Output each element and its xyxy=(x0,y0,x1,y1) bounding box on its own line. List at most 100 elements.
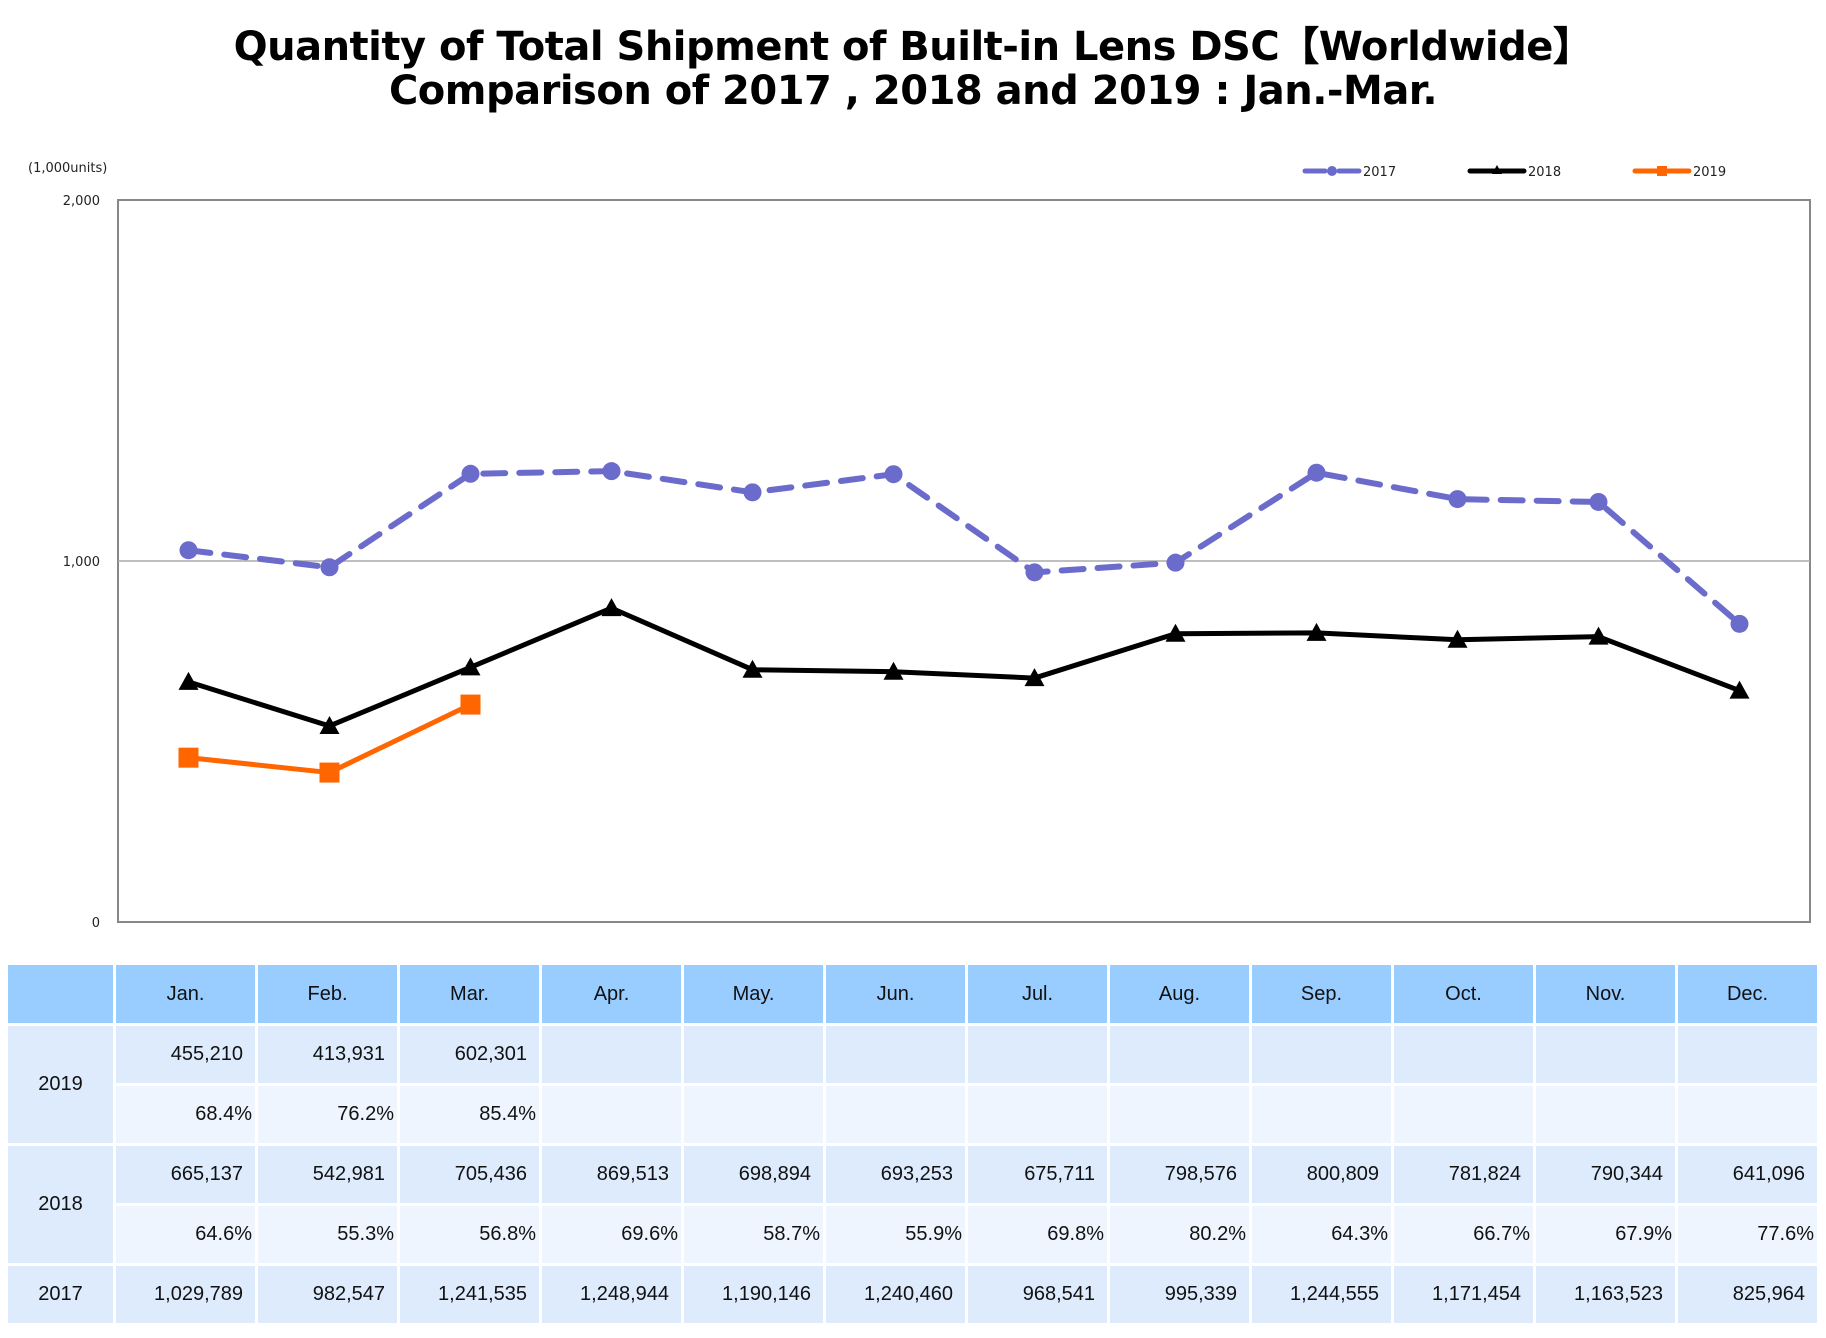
table-header-row: Jan. Feb. Mar. Apr. May. Jun. Jul. Aug. Sep. Oct.… xyxy=(8,965,1817,1023)
data-point-2018 xyxy=(1588,626,1609,645)
table-value-cell xyxy=(826,1026,965,1083)
table-value-cell: 825,964 xyxy=(1678,1266,1817,1323)
table-header-month: Jun. xyxy=(826,965,965,1023)
legend-marker xyxy=(1492,165,1502,174)
table-year-cell: 2019 xyxy=(8,1026,113,1143)
table-percent-cell xyxy=(1252,1086,1391,1143)
table-header-month: Oct. xyxy=(1394,965,1533,1023)
table-header-month: Jul. xyxy=(968,965,1107,1023)
data-point-2017 xyxy=(1589,492,1608,511)
data-point-2017 xyxy=(320,558,339,577)
series-line-2019 xyxy=(188,702,472,776)
legend-label: 2018 xyxy=(1528,165,1561,180)
table-value-cell: 869,513 xyxy=(542,1146,681,1203)
data-table: Jan. Feb. Mar. Apr. May. Jun. Jul. Aug. Sep. Oct.… xyxy=(5,962,1820,1326)
table-value-cell xyxy=(684,1026,823,1083)
table-percent-cell: 66.7% xyxy=(1394,1206,1533,1263)
table-year-cell: 2017 xyxy=(8,1266,113,1323)
legend-marker xyxy=(1657,166,1667,176)
table-percent-cell xyxy=(1678,1086,1817,1143)
table-value-cell: 781,824 xyxy=(1394,1146,1533,1203)
table-value-cell: 790,344 xyxy=(1536,1146,1675,1203)
table-percent-cell: 76.2% xyxy=(258,1086,397,1143)
series-2017 xyxy=(179,462,1749,633)
data-point-2017 xyxy=(1307,463,1326,482)
series-2019 xyxy=(178,694,481,783)
chart-subtitle: Comparison of 2017 , 2018 and 2019 : Jan… xyxy=(388,68,1438,114)
table-percent-cell xyxy=(1394,1086,1533,1143)
table-value-cell: 705,436 xyxy=(400,1146,539,1203)
legend-item-2018: 2018 xyxy=(1467,165,1561,180)
table-value-cell xyxy=(1110,1026,1249,1083)
data-point-2018 xyxy=(319,715,340,734)
table-value-cell: 698,894 xyxy=(684,1146,823,1203)
table-header-month: Jan. xyxy=(116,965,255,1023)
table-value-cell: 1,029,789 xyxy=(116,1266,255,1323)
table-percent-cell: 68.4% xyxy=(116,1086,255,1143)
table-header-month: Feb. xyxy=(258,965,397,1023)
table-percent-cell: 69.6% xyxy=(542,1206,681,1263)
y-tick-label: 1,000 xyxy=(63,555,100,570)
table-value-cell: 995,339 xyxy=(1110,1266,1249,1323)
table-value-cell: 1,171,454 xyxy=(1394,1266,1533,1323)
series-line-2017 xyxy=(185,468,1743,627)
table-value-cell: 1,163,523 xyxy=(1536,1266,1675,1323)
data-point-2017 xyxy=(602,462,621,481)
table-header-month: Aug. xyxy=(1110,965,1249,1023)
table-percent-cell xyxy=(684,1086,823,1143)
table-value-cell: 641,096 xyxy=(1678,1146,1817,1203)
table-corner-cell xyxy=(8,965,113,1023)
table-row-2019-percent: 68.4% 76.2% 85.4% xyxy=(8,1086,1817,1143)
line-chart: (1,000units) 0 1,000 2,000 2017 2018 2019 xyxy=(28,161,1811,931)
table-percent-cell: 64.3% xyxy=(1252,1206,1391,1263)
table-value-cell: 1,190,146 xyxy=(684,1266,823,1323)
table-percent-cell: 67.9% xyxy=(1536,1206,1675,1263)
y-tick-label: 0 xyxy=(92,916,100,931)
table-value-cell: 455,210 xyxy=(116,1026,255,1083)
table-percent-cell xyxy=(826,1086,965,1143)
table-row-2017: 2017 1,029,789 982,547 1,241,535 1,248,944 1,… xyxy=(8,1266,1817,1323)
data-point-2018 xyxy=(1165,623,1186,642)
y-tick-label: 2,000 xyxy=(63,194,100,209)
table-header-month: Mar. xyxy=(400,965,539,1023)
legend-item-2019: 2019 xyxy=(1632,165,1726,180)
table-value-cell xyxy=(1252,1026,1391,1083)
table-value-cell: 800,809 xyxy=(1252,1146,1391,1203)
table-header-month: May. xyxy=(684,965,823,1023)
data-point-2017 xyxy=(1730,614,1749,633)
data-point-2017 xyxy=(461,464,480,483)
table-percent-cell xyxy=(1536,1086,1675,1143)
table-value-cell: 602,301 xyxy=(400,1026,539,1083)
data-point-2017 xyxy=(1166,553,1185,572)
table-percent-cell: 55.3% xyxy=(258,1206,397,1263)
y-axis-unit-label: (1,000units) xyxy=(28,161,107,176)
table-percent-cell: 55.9% xyxy=(826,1206,965,1263)
table-value-cell: 675,711 xyxy=(968,1146,1107,1203)
table-value-cell: 665,137 xyxy=(116,1146,255,1203)
chart-title: Quantity of Total Shipment of Built-in L… xyxy=(233,24,1593,70)
table-value-cell: 798,576 xyxy=(1110,1146,1249,1203)
data-point-2018 xyxy=(460,657,481,676)
table-percent-cell: 58.7% xyxy=(684,1206,823,1263)
table-value-cell: 982,547 xyxy=(258,1266,397,1323)
table-year-cell: 2018 xyxy=(8,1146,113,1263)
table-percent-cell xyxy=(968,1086,1107,1143)
table-percent-cell: 85.4% xyxy=(400,1086,539,1143)
table-percent-cell: 80.2% xyxy=(1110,1206,1249,1263)
table-value-cell xyxy=(542,1026,681,1083)
table-value-cell: 1,244,555 xyxy=(1252,1266,1391,1323)
legend-item-2017: 2017 xyxy=(1302,165,1396,180)
table-row-2018: 2018 665,137 542,981 705,436 869,513 698,894 6… xyxy=(8,1146,1817,1263)
table-value-cell: 542,981 xyxy=(258,1146,397,1203)
data-point-2018 xyxy=(742,659,763,678)
table-value-cell xyxy=(968,1026,1107,1083)
data-point-2018 xyxy=(1024,668,1045,687)
data-point-2018 xyxy=(178,671,199,690)
table-header-month: Dec. xyxy=(1678,965,1817,1023)
table-value-cell: 968,541 xyxy=(968,1266,1107,1323)
table-percent-cell: 64.6% xyxy=(116,1206,255,1263)
data-point-2018 xyxy=(1729,680,1750,699)
table-percent-cell xyxy=(542,1086,681,1143)
data-point-2017 xyxy=(1448,490,1467,509)
data-point-2019 xyxy=(319,762,340,783)
